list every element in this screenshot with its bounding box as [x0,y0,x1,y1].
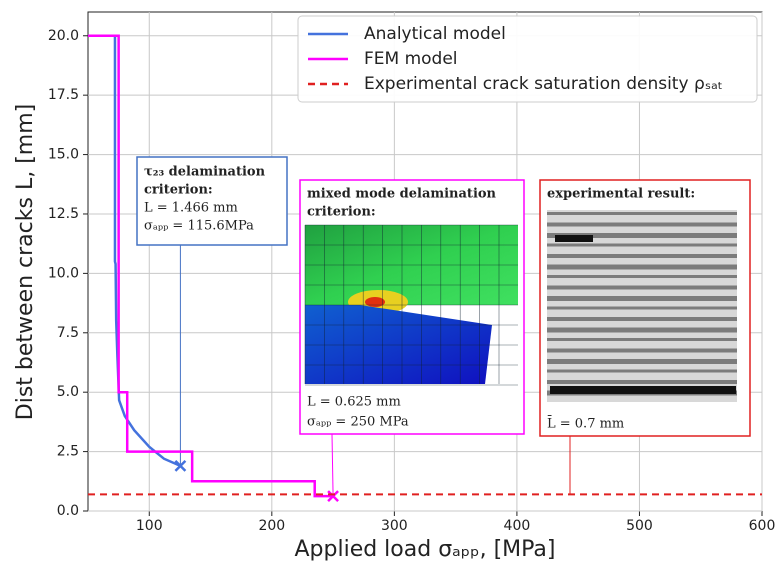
x-tick-label: 200 [258,518,285,534]
annotation-text: L = 1.466 mm [144,201,238,216]
y-tick-label: 12.5 [48,206,79,222]
y-tick-label: 7.5 [57,325,79,341]
series [88,34,762,503]
exp-stripe [547,369,737,373]
exp-stripe [547,348,737,353]
annotation-text: mixed mode delamination [307,187,497,202]
exp-stripe [547,212,737,215]
exp-stripe [547,380,737,384]
legend-box [297,15,758,103]
annotation-text: L = 0.625 mm [307,395,401,410]
fem-hotspot-core [365,297,385,307]
annotation-box [136,156,288,246]
exp-stripe [547,222,737,227]
annotation-text: σₐₚₚ = 250 MPa [307,415,409,430]
exp-stripe [547,296,737,301]
legend: Analytical model FEM model Experimental cr… [297,15,758,103]
end-marker [174,459,187,472]
annotation-text: criterion: [144,183,213,198]
x-tick-label: 300 [381,518,408,534]
annotations: τ₂₃ delamination criterion: L = 1.466 mm σₐ… [136,156,751,497]
exp-stripe [547,254,737,258]
x-tick-label: 500 [626,518,653,534]
annotation-text: criterion: [307,205,376,220]
fem-image [304,224,518,386]
exp-stripe [547,275,737,278]
y-tick-label: 5.0 [57,384,79,400]
y-tick-label: 17.5 [48,87,79,103]
x-tick-label: 400 [504,518,531,534]
connector [331,433,334,497]
y-tick-label: 20.0 [48,28,79,44]
series-line [88,34,334,498]
exp-stripe [547,285,737,290]
y-tick-label: 10.0 [48,265,79,281]
exp-stripe [547,233,737,238]
legend-label: Experimental crack saturation density ρₛ… [364,74,723,94]
y-tick-label: 0.0 [57,503,79,519]
exp-stripe [547,243,737,247]
y-tick-label: 2.5 [57,444,79,460]
annotation-text: σₐₚₚ = 115.6MPa [144,219,254,234]
end-marker [327,490,339,503]
series-line [88,34,181,467]
exp-stripe [547,359,737,364]
annotation-text: L̄ = 0.7 mm [547,415,624,431]
annotation-text: τ₂₃ delamination [144,165,266,180]
x-tick-label: 600 [749,518,776,534]
exp-stripe [547,306,737,310]
experiment-image [547,210,737,402]
legend-label: FEM model [364,49,458,69]
exp-stripe [547,338,737,341]
annotation-text: experimental result: [547,187,695,202]
exp-stripe [547,264,737,270]
y-axis-label: Dist between cracks L, [mm] [13,104,38,420]
x-axis-label: Applied load σₐₚₚ, [MPa] [294,537,555,562]
exp-stripe [547,317,737,321]
exp-defect [555,235,593,242]
x-tick-label: 100 [136,518,163,534]
exp-stripe [547,327,737,333]
exp-defect [550,386,736,394]
y-tick-label: 15.0 [48,147,79,163]
legend-label: Analytical model [364,24,506,44]
